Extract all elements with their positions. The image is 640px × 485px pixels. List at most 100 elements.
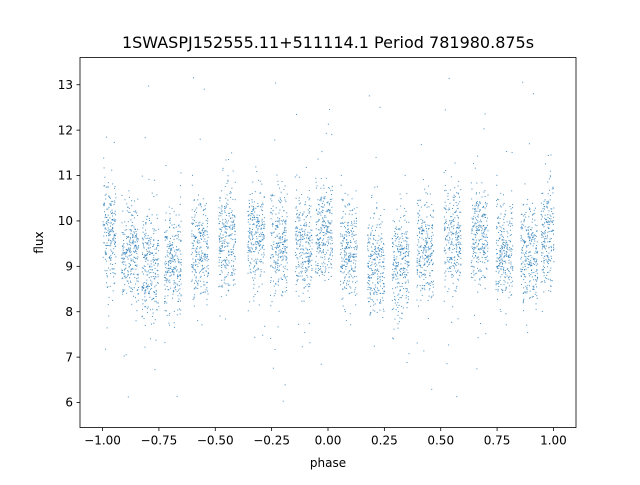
data-point [261, 234, 263, 236]
data-point [525, 245, 527, 247]
data-point [322, 249, 324, 251]
data-point [340, 271, 342, 273]
data-point [401, 313, 403, 315]
data-point [551, 230, 553, 232]
data-point [227, 283, 229, 285]
data-point [319, 268, 321, 270]
data-point [383, 266, 385, 268]
data-point [310, 255, 312, 257]
data-point [340, 226, 342, 228]
data-point [444, 261, 446, 263]
data-point [124, 253, 126, 255]
data-point [281, 215, 283, 217]
data-point [317, 211, 319, 213]
data-point [349, 257, 351, 259]
data-point [317, 246, 319, 248]
data-point [151, 252, 153, 254]
data-point [232, 274, 233, 276]
data-point [401, 312, 403, 314]
data-point [224, 236, 226, 238]
data-point [478, 283, 480, 285]
data-point [298, 295, 300, 297]
data-point [399, 317, 401, 319]
data-point [169, 222, 171, 224]
data-point [548, 247, 550, 249]
data-point [431, 231, 433, 233]
data-point [543, 203, 545, 205]
data-point [316, 221, 318, 223]
data-point [444, 237, 446, 239]
data-point [424, 204, 426, 206]
data-point [252, 248, 253, 250]
data-point [395, 228, 397, 230]
data-point [121, 232, 123, 234]
data-point [543, 272, 545, 274]
data-point [349, 210, 351, 212]
data-point [299, 239, 301, 241]
data-point [165, 274, 167, 276]
data-point [497, 268, 499, 270]
data-point [114, 202, 116, 204]
data-point [153, 257, 155, 259]
data-point [170, 261, 172, 263]
data-point [484, 214, 486, 216]
data-point [278, 221, 280, 223]
data-point [221, 222, 223, 224]
data-point [106, 273, 107, 275]
data-point [523, 292, 525, 294]
data-point [355, 260, 357, 262]
data-point [353, 291, 355, 293]
data-point [503, 231, 505, 233]
data-point [347, 231, 349, 233]
data-point [228, 262, 230, 264]
data-point [346, 235, 348, 237]
data-point [501, 246, 503, 248]
data-point [191, 271, 193, 273]
data-point [228, 250, 230, 252]
data-point [525, 216, 527, 218]
data-point [197, 265, 199, 267]
data-point [106, 260, 108, 262]
data-point [329, 198, 331, 200]
data-point [400, 245, 402, 247]
data-point [473, 274, 475, 276]
data-point [546, 201, 548, 203]
data-point [110, 222, 112, 224]
data-point [302, 292, 304, 294]
data-point [261, 227, 263, 229]
data-point [372, 225, 374, 227]
data-point [282, 206, 284, 208]
data-point [405, 246, 407, 248]
data-point [524, 255, 526, 257]
data-point [443, 250, 445, 252]
data-point [421, 222, 423, 224]
data-point [495, 242, 497, 244]
data-point [149, 296, 151, 298]
data-point [509, 205, 511, 207]
data-point [175, 285, 177, 287]
data-point [396, 261, 398, 263]
data-point [457, 235, 459, 237]
data-point [473, 250, 475, 252]
data-point [144, 346, 146, 348]
data-point [256, 206, 258, 208]
data-point [372, 272, 374, 274]
data-point [428, 185, 429, 187]
data-point [345, 242, 347, 244]
data-point [330, 236, 332, 238]
data-point [221, 190, 223, 192]
data-point [329, 212, 331, 214]
data-point [372, 309, 374, 311]
data-point [351, 268, 353, 270]
data-point [258, 260, 260, 262]
data-point [195, 287, 197, 289]
data-point [498, 232, 500, 234]
data-point [405, 252, 407, 254]
data-point [173, 268, 175, 270]
data-point [203, 240, 205, 242]
data-point [349, 286, 351, 288]
data-point [219, 235, 221, 237]
data-point [141, 286, 143, 288]
data-point [225, 221, 227, 223]
data-point [194, 287, 196, 289]
